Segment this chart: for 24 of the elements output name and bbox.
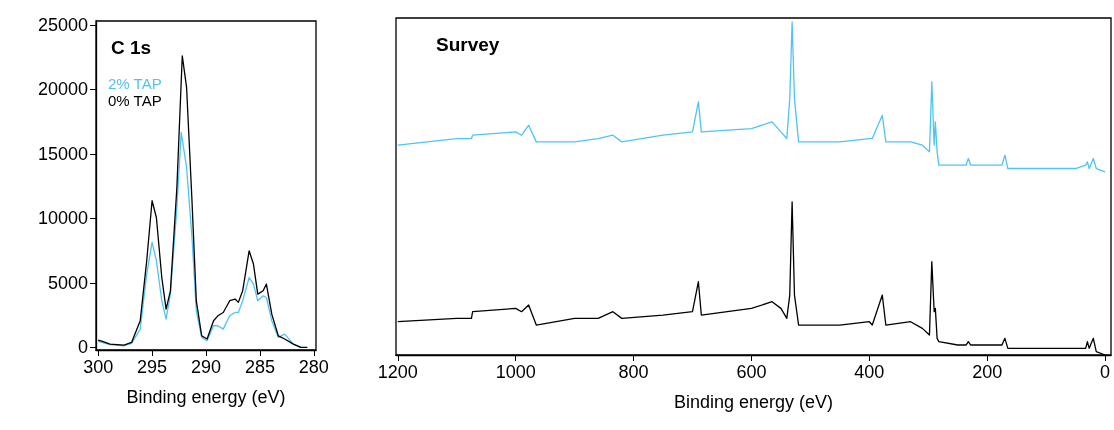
text: 2% TAP bbox=[108, 75, 162, 92]
y-tick-label: 20000 bbox=[37, 79, 88, 100]
x-tick-label: 800 bbox=[618, 362, 649, 382]
x-tick-label: 290 bbox=[190, 357, 222, 377]
x-tick-label: 295 bbox=[137, 357, 168, 377]
x-tick-label: 300 bbox=[83, 357, 114, 377]
y-tick-label: 15000 bbox=[37, 143, 88, 164]
x-axis-title: Binding energy (eV) bbox=[126, 387, 286, 407]
y-tick-label: 10000 bbox=[37, 208, 88, 229]
x-tick-label: 0 bbox=[1100, 362, 1111, 382]
text: Survey bbox=[436, 34, 500, 55]
x-tick-label: 285 bbox=[244, 357, 275, 377]
x-tick-label: 280 bbox=[298, 357, 329, 377]
x-tick-label: 600 bbox=[736, 362, 767, 382]
text: C 1s bbox=[111, 37, 152, 58]
x-tick-label: 400 bbox=[854, 362, 885, 382]
x-tick-label: 1200 bbox=[377, 362, 418, 382]
x-axis-title: Binding energy (eV) bbox=[673, 392, 834, 412]
y-tick-label: 5000 bbox=[47, 272, 88, 293]
x-tick-label: 1000 bbox=[495, 362, 536, 382]
y-tick-label: 25000 bbox=[37, 14, 88, 35]
x-tick-label: 200 bbox=[972, 362, 1003, 382]
y-tick-label: 0 bbox=[77, 337, 88, 358]
series-label: 0% TAP bbox=[108, 92, 162, 109]
